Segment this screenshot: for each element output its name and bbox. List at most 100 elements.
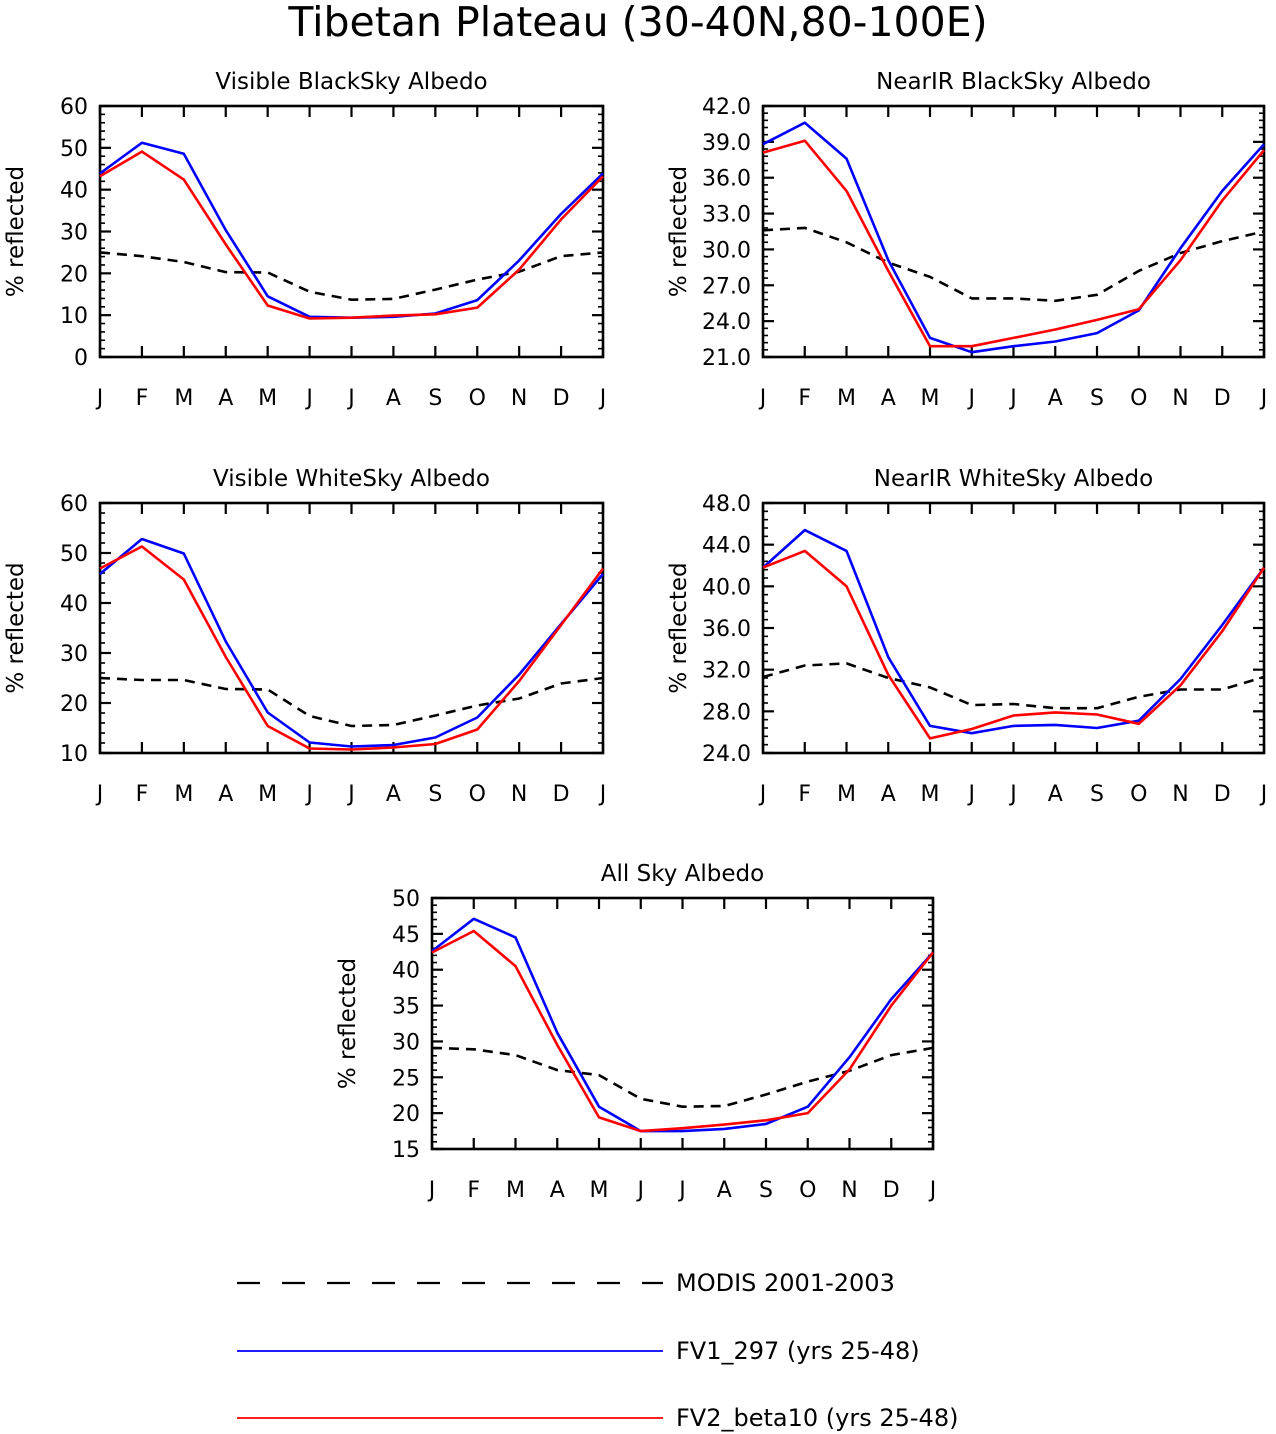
x-tick-label: M (921, 386, 940, 411)
y-axis-label: % reflected (666, 562, 692, 693)
legend-label: FV2_beta10 (yrs 25-48) (676, 1404, 958, 1432)
series-line-modis (762, 662, 1265, 710)
x-tick-label: J (598, 386, 607, 411)
x-tick-label: J (677, 1178, 686, 1203)
y-tick-label: 40 (60, 592, 88, 617)
chart-panel: NearIR WhiteSky Albedo % reflected 24.0 28.… (666, 466, 1267, 807)
x-tick-label: D (553, 782, 570, 807)
x-tick-label: M (174, 782, 193, 807)
x-tick-label: A (1048, 386, 1063, 411)
x-tick-label: A (218, 386, 233, 411)
chart-panel: All Sky Albedo % reflected 15 20 25 30 35 40 45 5… (335, 861, 936, 1203)
x-tick-label: J (967, 782, 976, 807)
x-tick-label: A (881, 386, 896, 411)
y-tick-label: 48.0 (702, 492, 751, 517)
x-tick-label: J (346, 386, 355, 411)
x-tick-label: F (136, 782, 149, 807)
y-tick-label: 24.0 (702, 310, 751, 335)
x-tick-label: A (386, 386, 401, 411)
x-tick-label: N (841, 1178, 857, 1203)
x-tick-label: M (174, 386, 193, 411)
plot-frame (430, 896, 935, 1151)
series-line-fv1 (762, 121, 1265, 354)
x-tick-label: M (258, 782, 277, 807)
chart-title: NearIR BlackSky Albedo (876, 69, 1151, 95)
x-tick-label: S (759, 1178, 773, 1203)
y-tick-label: 28.0 (702, 700, 751, 725)
x-tick-label: J (1008, 782, 1017, 807)
y-tick-label: 36.0 (702, 617, 751, 642)
x-tick-label: S (428, 782, 442, 807)
y-tick-label: 24.0 (702, 742, 751, 767)
legend-label: FV1_297 (yrs 25-48) (676, 1337, 920, 1365)
x-tick-label: N (511, 386, 527, 411)
x-tick-label: D (1214, 782, 1231, 807)
chart-title: Visible BlackSky Albedo (215, 69, 487, 95)
x-tick-label: J (636, 1178, 645, 1203)
x-tick-label: J (427, 1178, 436, 1203)
y-tick-label: 10 (60, 304, 88, 329)
plot-frame (98, 501, 605, 755)
x-tick-label: F (798, 386, 811, 411)
series-line-fv1 (99, 141, 604, 320)
x-tick-label: A (218, 782, 233, 807)
y-tick-label: 35 (392, 995, 420, 1020)
x-tick-label: M (837, 386, 856, 411)
x-tick-label: A (717, 1178, 732, 1203)
y-tick-label: 25 (392, 1066, 420, 1091)
y-tick-label: 20 (60, 262, 88, 287)
x-tick-label: J (95, 386, 104, 411)
x-tick-label: O (799, 1178, 816, 1203)
y-tick-label: 21.0 (702, 346, 751, 371)
x-tick-label: J (1259, 782, 1268, 807)
x-tick-label: O (1130, 782, 1147, 807)
series-line-fv2 (99, 545, 605, 751)
x-tick-label: A (386, 782, 401, 807)
x-tick-label: S (1090, 782, 1104, 807)
y-tick-label: 60 (60, 492, 88, 517)
plot-frame (761, 104, 1266, 359)
y-tick-label: 30.0 (702, 238, 751, 263)
y-tick-label: 0 (74, 346, 88, 371)
y-axis-label: % reflected (666, 166, 692, 297)
legend: MODIS 2001-2003 FV1_297 (yrs 25-48) FV2_be… (237, 1269, 958, 1432)
y-tick-label: 44.0 (702, 534, 751, 559)
y-tick-label: 30 (60, 221, 88, 246)
x-tick-label: J (1259, 386, 1268, 411)
x-tick-label: M (258, 386, 277, 411)
x-tick-label: J (304, 386, 313, 411)
series-line-modis (762, 226, 1265, 303)
y-tick-label: 42.0 (702, 95, 751, 120)
series-line-fv2 (762, 139, 1265, 348)
x-tick-label: S (428, 386, 442, 411)
y-tick-label: 40.0 (702, 575, 751, 600)
y-tick-label: 39.0 (702, 131, 751, 156)
x-tick-label: J (928, 1178, 937, 1203)
figure-title: Tibetan Plateau (30-40N,80-100E) (287, 0, 987, 46)
y-tick-label: 45 (392, 923, 420, 948)
x-tick-label: J (1008, 386, 1017, 411)
x-tick-label: J (95, 782, 104, 807)
y-tick-label: 40 (392, 959, 420, 984)
y-tick-label: 10 (60, 742, 88, 767)
y-tick-label: 60 (60, 95, 88, 120)
x-tick-label: A (1048, 782, 1063, 807)
x-tick-label: N (1172, 782, 1188, 807)
y-tick-label: 20 (60, 692, 88, 717)
series-line-fv1 (99, 537, 604, 748)
x-tick-label: A (550, 1178, 565, 1203)
x-tick-label: N (511, 782, 527, 807)
charts-container: Visible BlackSky Albedo % reflected 0 10 20 3… (3, 69, 1267, 1203)
chart-panel: NearIR BlackSky Albedo % reflected 21.0 24.… (666, 69, 1267, 411)
y-axis-label: % reflected (3, 562, 29, 693)
x-tick-label: F (798, 782, 811, 807)
x-tick-label: D (883, 1178, 900, 1203)
x-tick-label: J (758, 386, 767, 411)
y-tick-label: 33.0 (702, 203, 751, 228)
x-tick-label: D (553, 386, 570, 411)
y-tick-label: 15 (392, 1138, 420, 1163)
x-tick-label: M (506, 1178, 525, 1203)
x-tick-label: O (469, 386, 486, 411)
chart-panel: Visible BlackSky Albedo % reflected 0 10 20 3… (3, 69, 606, 411)
